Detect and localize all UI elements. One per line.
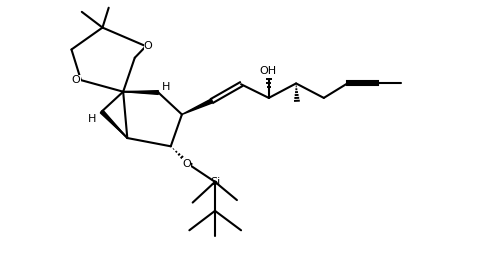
Text: H: H — [162, 82, 170, 92]
Polygon shape — [123, 91, 158, 94]
Text: OH: OH — [260, 66, 276, 76]
Text: O: O — [183, 159, 191, 169]
Text: Si: Si — [211, 177, 221, 187]
Text: O: O — [72, 75, 80, 85]
Text: H: H — [88, 114, 97, 124]
Polygon shape — [100, 110, 127, 138]
Polygon shape — [182, 99, 213, 114]
Text: O: O — [143, 41, 152, 51]
